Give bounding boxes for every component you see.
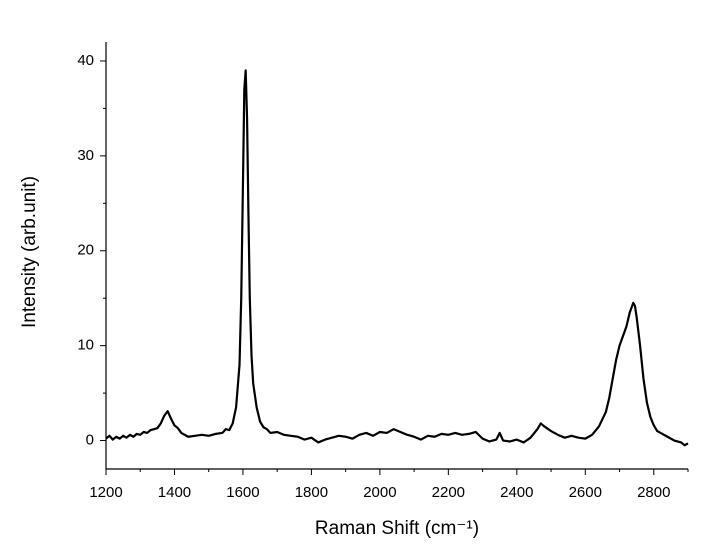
y-axis-title: Intensity (arb.unit) [19, 176, 40, 328]
x-tick-label: 2400 [500, 484, 533, 501]
x-tick-label: 2600 [569, 484, 602, 501]
x-tick-label: 2000 [363, 484, 396, 501]
x-tick-label: 1200 [89, 484, 122, 501]
x-axis-title: Raman Shift (cm⁻¹) [315, 518, 479, 539]
x-tick-label: 1800 [295, 484, 328, 501]
x-tick-label: 1400 [158, 484, 191, 501]
y-tick-label: 30 [77, 147, 94, 164]
y-tick-label: 10 [77, 337, 94, 354]
x-tick-label: 1600 [226, 484, 259, 501]
y-tick-label: 20 [77, 242, 94, 259]
y-tick-label: 0 [86, 432, 94, 449]
y-tick-label: 40 [77, 52, 94, 69]
x-tick-label: 2200 [432, 484, 465, 501]
spectrum-line [105, 69, 689, 447]
x-tick-label: 2800 [637, 484, 670, 501]
